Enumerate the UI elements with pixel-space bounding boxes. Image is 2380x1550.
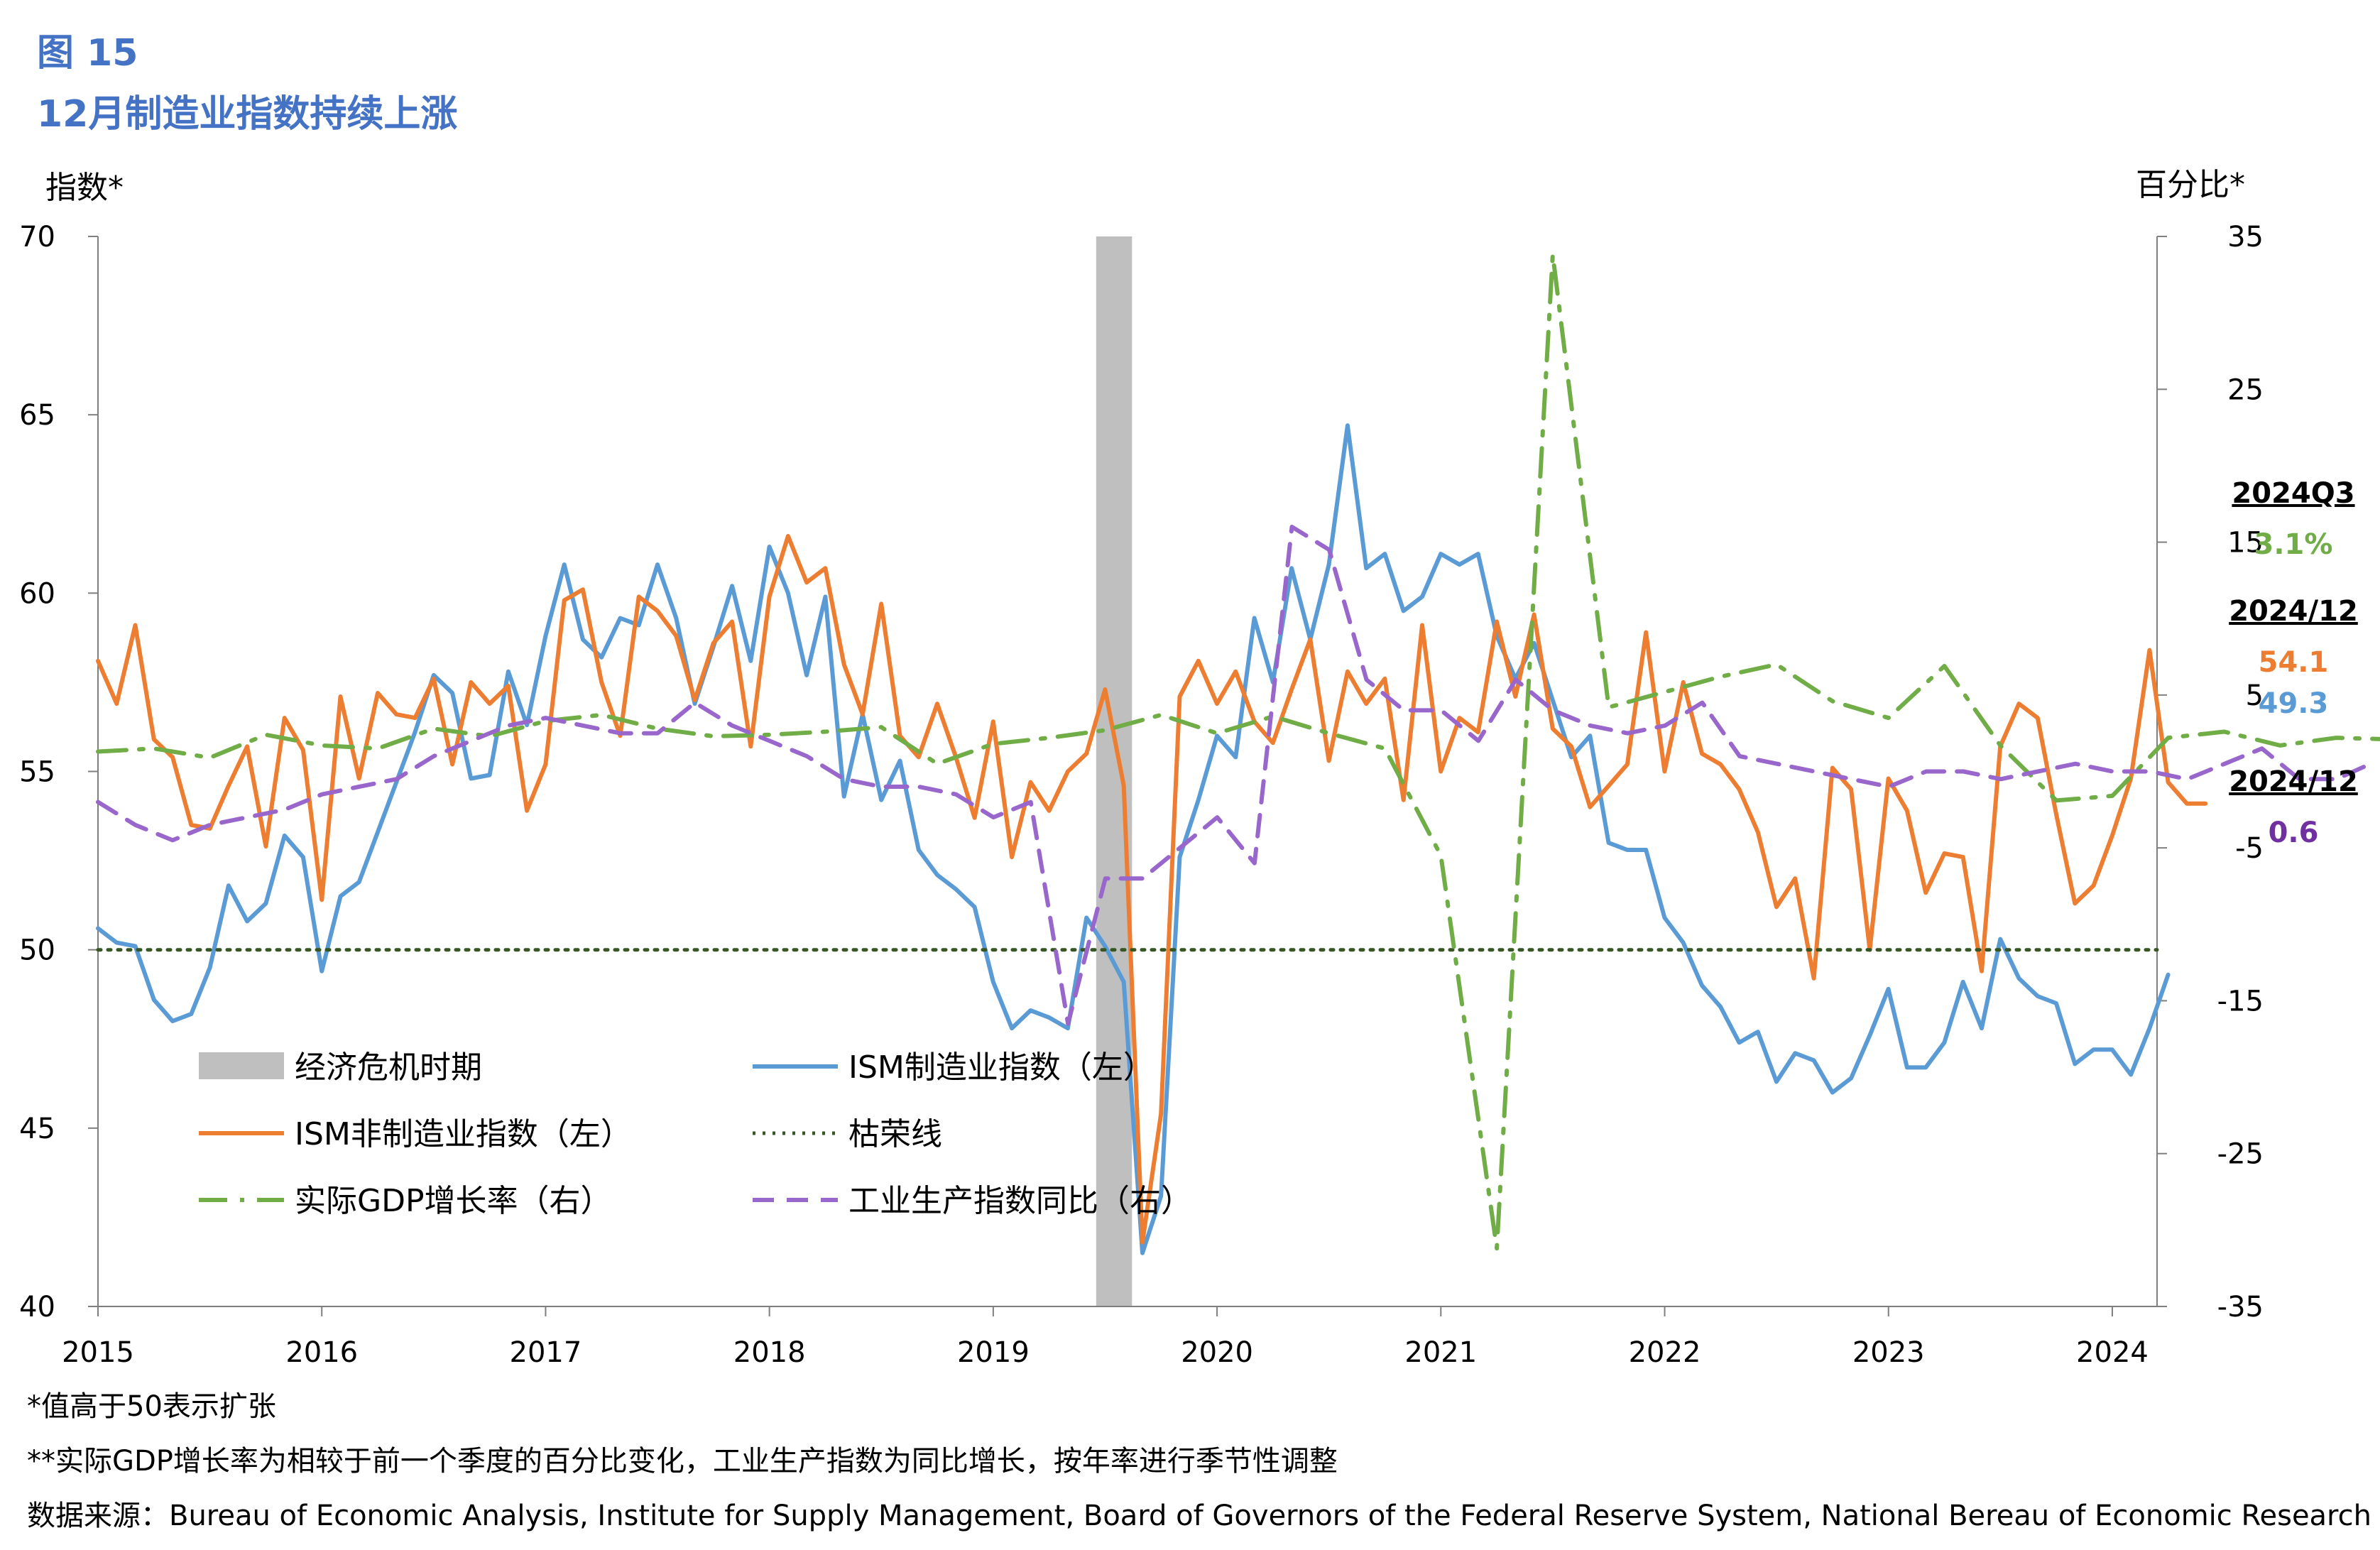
x-tick-label: 2023 xyxy=(1852,1336,1925,1369)
x-tick-label: 2022 xyxy=(1629,1336,1701,1369)
left-tick-label: 40 xyxy=(19,1291,55,1323)
figure-number: 图 15 xyxy=(37,32,138,75)
right-tick-label: -5 xyxy=(2235,832,2264,865)
callout-value: 0.6 xyxy=(2268,817,2319,849)
legend-label-0: 经济危机时期 xyxy=(295,1049,482,1086)
legend-label-1: ISM制造业指数（左） xyxy=(848,1049,1154,1086)
chart-title: 12月制造业指数持续上涨 xyxy=(37,93,458,136)
x-tick-label: 2019 xyxy=(957,1336,1030,1369)
left-tick-label: 60 xyxy=(19,577,55,610)
source-note: 数据来源：Bureau of Economic Analysis, Instit… xyxy=(27,1500,2371,1532)
left-tick-label: 65 xyxy=(19,399,55,432)
left-axis-label: 指数* xyxy=(45,170,124,206)
x-tick-label: 2016 xyxy=(285,1336,358,1369)
left-tick-label: 50 xyxy=(19,934,55,967)
x-tick-label: 2018 xyxy=(733,1336,806,1369)
left-tick-label: 45 xyxy=(19,1113,55,1145)
right-tick-label: 15 xyxy=(2227,527,2264,560)
right-tick-label: 35 xyxy=(2227,221,2264,253)
left-tick-label: 70 xyxy=(19,221,55,253)
left-tick-label: 55 xyxy=(19,756,55,789)
series-line-4 xyxy=(96,525,2376,1026)
x-tick-label: 2024 xyxy=(2076,1336,2149,1369)
x-tick-label: 2021 xyxy=(1404,1336,1477,1369)
callout-period: 2024Q3 xyxy=(2232,477,2355,510)
legend-label-2: ISM非制造业指数（左） xyxy=(295,1116,632,1152)
right-tick-label: -25 xyxy=(2217,1138,2264,1171)
right-tick-label: -15 xyxy=(2217,985,2264,1017)
x-tick-label: 2017 xyxy=(510,1336,582,1369)
footnote-gdp: **实际GDP增长率为相较于前一个季度的百分比变化，工业生产指数为同比增长，按年… xyxy=(27,1445,1338,1478)
recession-band xyxy=(1096,236,1132,1306)
right-tick-label: -35 xyxy=(2217,1291,2264,1323)
legend-swatch-recession xyxy=(199,1052,284,1079)
right-tick-label: 5 xyxy=(2246,680,2264,712)
right-tick-label: 25 xyxy=(2227,373,2264,406)
series-line-3 xyxy=(96,252,2380,1251)
callout-period: 2024/12 xyxy=(2229,765,2358,798)
series-line-0 xyxy=(96,423,2171,1255)
footnote-expansion: *值高于50表示扩张 xyxy=(27,1390,276,1423)
x-tick-label: 2020 xyxy=(1181,1336,1253,1369)
callout-period: 2024/12 xyxy=(2229,595,2358,628)
x-tick-label: 2015 xyxy=(62,1336,134,1369)
legend-label-5: 工业生产指数同比（右） xyxy=(848,1183,1192,1219)
callout-value: 3.1% xyxy=(2254,528,2333,561)
callout-value: 54.1 xyxy=(2258,646,2329,679)
legend-label-3: 枯荣线 xyxy=(848,1116,942,1152)
right-axis-label: 百分比* xyxy=(2136,167,2245,203)
callout-value: 49.3 xyxy=(2258,687,2329,720)
legend-label-4: 实际GDP增长率（右） xyxy=(295,1183,612,1219)
